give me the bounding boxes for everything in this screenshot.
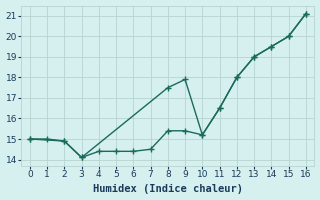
X-axis label: Humidex (Indice chaleur): Humidex (Indice chaleur) bbox=[93, 184, 243, 194]
